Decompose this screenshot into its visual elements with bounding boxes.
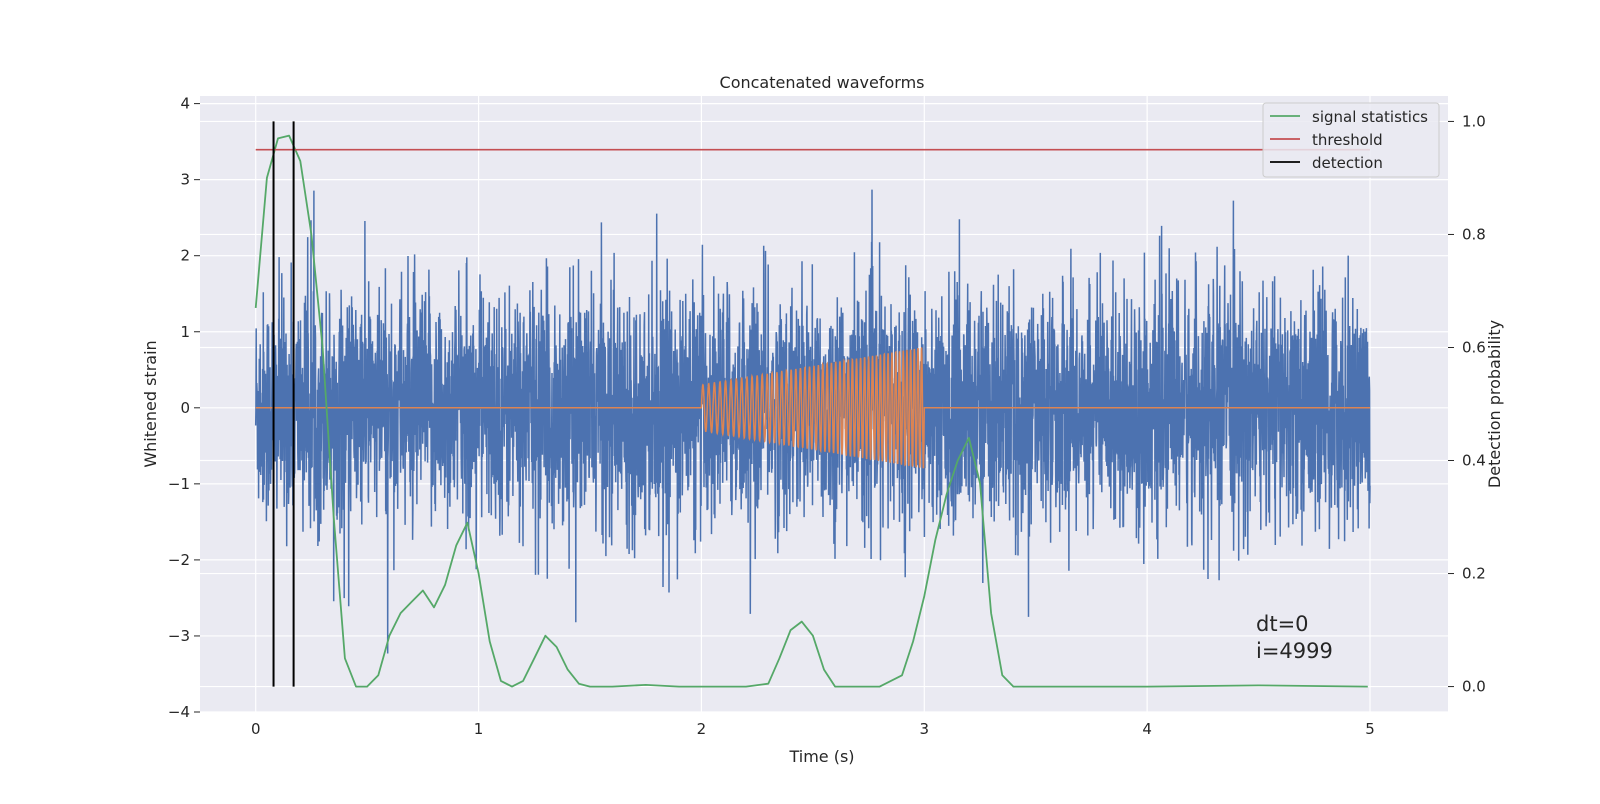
- series-signal-statistics: [254, 134, 1368, 688]
- legend-box: [1262, 102, 1440, 178]
- series-injected-chirp: [255, 347, 1370, 469]
- legend-label-detection: detection: [1312, 154, 1383, 172]
- y-tick-label: 1: [180, 323, 190, 341]
- y-tick-label: −1: [168, 475, 190, 493]
- y-tick-label: 0: [180, 399, 190, 417]
- y-axis-label: Whitened strain: [141, 340, 160, 467]
- legend: signal statistics threshold detection: [1262, 102, 1440, 178]
- x-tick-label: 0: [251, 720, 261, 738]
- y2-tick-label: 0.8: [1462, 225, 1486, 243]
- x-tick-label: 3: [920, 720, 930, 738]
- right-axis: 0.0 0.2 0.4 0.6 0.8 1.0: [1448, 112, 1486, 696]
- y-tick-label: 3: [180, 171, 190, 189]
- left-axis: −4 −3 −2 −1 0 1 2 3 4: [168, 95, 200, 721]
- y2-tick-label: 0.2: [1462, 565, 1486, 583]
- y-tick-label: −3: [168, 627, 190, 645]
- legend-label-threshold: threshold: [1312, 131, 1383, 149]
- x-tick-label: 5: [1365, 720, 1375, 738]
- x-tick-label: 2: [697, 720, 707, 738]
- y2-axis-label: Detection probability: [1485, 320, 1504, 488]
- series-layer: [254, 121, 1371, 688]
- y-tick-label: 2: [180, 247, 190, 265]
- legend-label-signal-statistics: signal statistics: [1312, 108, 1428, 126]
- x-tick-label: 1: [474, 720, 484, 738]
- y-tick-label: −4: [168, 703, 190, 721]
- x-axis-label: Time (s): [788, 747, 854, 766]
- chart-title: Concatenated waveforms: [720, 73, 925, 92]
- annotation-index: i=4999: [1256, 639, 1333, 663]
- annotation-dt: dt=0: [1256, 612, 1309, 636]
- y-tick-label: −2: [168, 551, 190, 569]
- y2-tick-label: 0.6: [1462, 338, 1486, 356]
- y2-tick-label: 1.0: [1462, 112, 1486, 130]
- y2-tick-label: 0.4: [1462, 452, 1486, 470]
- x-tick-label: 4: [1142, 720, 1152, 738]
- x-axis: 0 1 2 3 4 5: [251, 720, 1375, 738]
- y2-tick-label: 0.0: [1462, 678, 1486, 696]
- y-tick-label: 4: [180, 95, 190, 113]
